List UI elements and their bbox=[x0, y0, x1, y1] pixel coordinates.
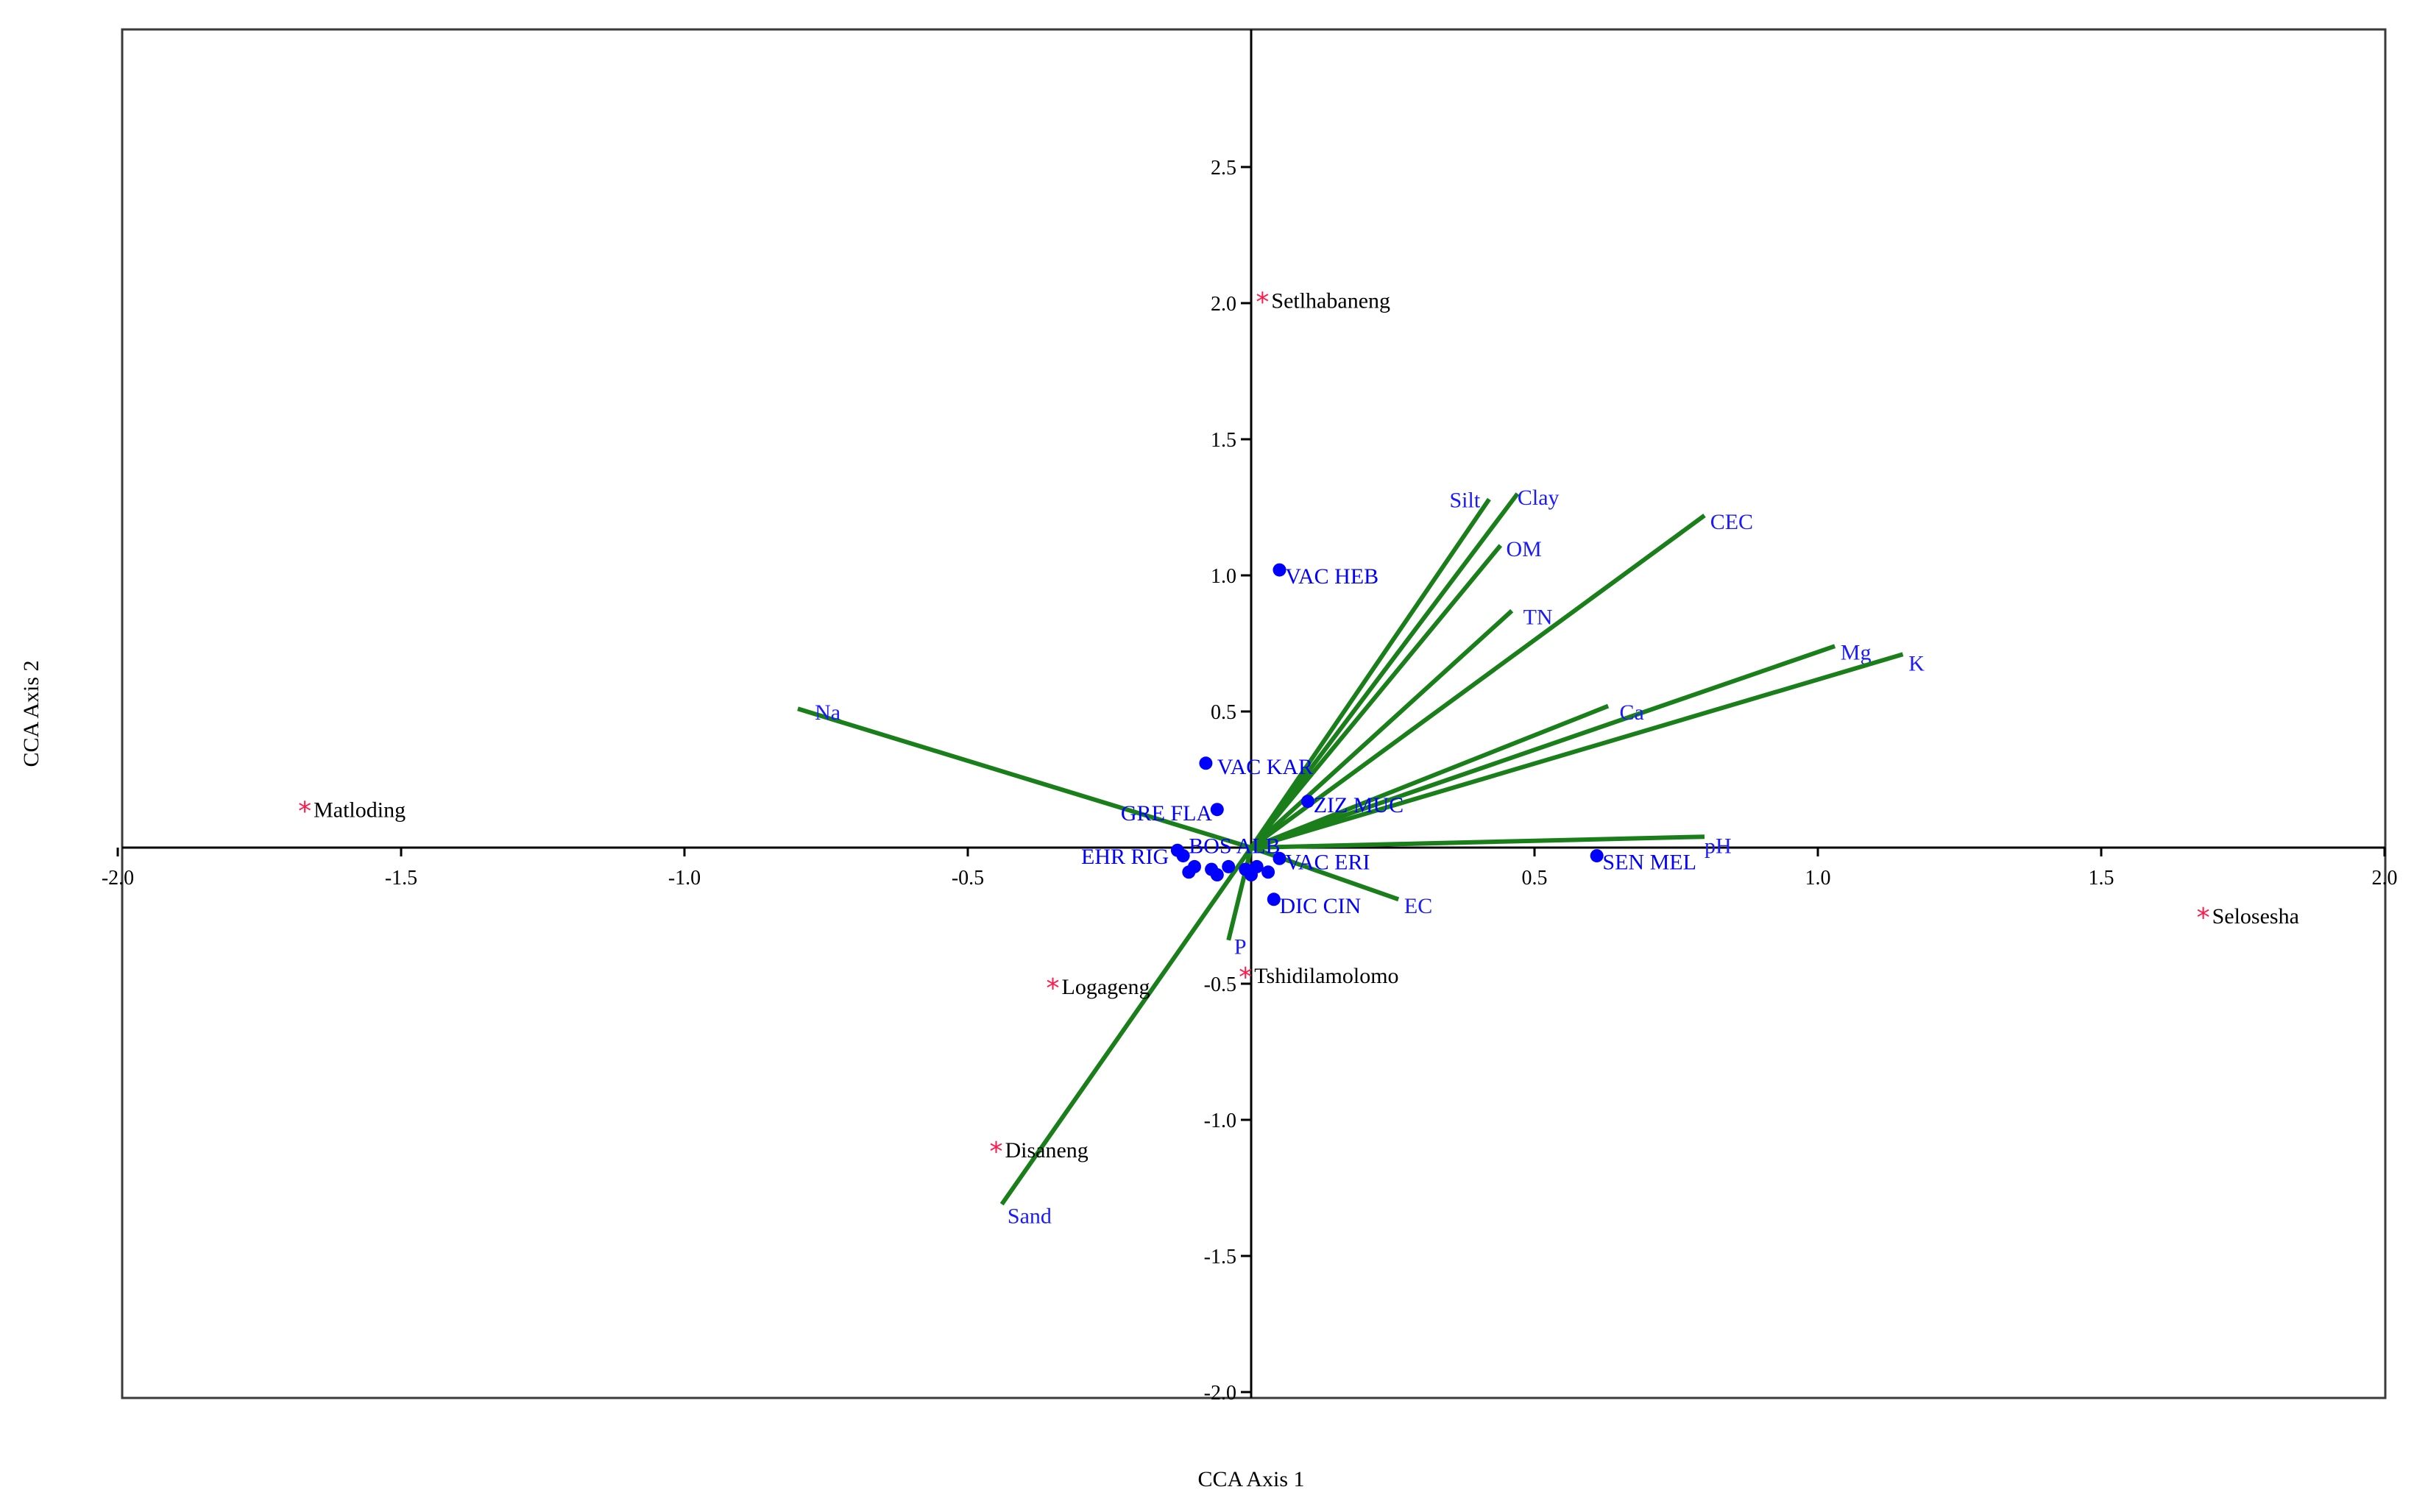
vector-label-ph: pH bbox=[1705, 834, 1732, 858]
vector-label-silt: Silt bbox=[1450, 489, 1481, 513]
y-tick-label: 2.5 bbox=[1211, 157, 1236, 180]
vector-label-sand: Sand bbox=[1008, 1204, 1052, 1229]
species-label-dic-cin: DIC CIN bbox=[1280, 894, 1362, 918]
y-tick-label: 0.5 bbox=[1211, 701, 1236, 724]
axes: -2.0 -1.5 -1.0 -0.5 0.5 1.0 1.5 2.0 2.5 2.0 1.5 1.0… bbox=[102, 29, 2398, 1405]
site-label-setlhabaneng: Setlhabaneng bbox=[1271, 289, 1390, 313]
y-tick-label: 2.0 bbox=[1211, 293, 1236, 316]
vector-label-om: OM bbox=[1507, 537, 1542, 561]
vector-silt bbox=[1249, 497, 1491, 849]
vector-label-k: K bbox=[1908, 652, 1925, 676]
y-tick-label: 1.5 bbox=[1211, 429, 1236, 452]
vector-label-mg: Mg bbox=[1841, 641, 1872, 665]
y-tick-label: -1.0 bbox=[1204, 1110, 1236, 1132]
site-marker-matloding: * bbox=[298, 797, 311, 827]
site-label-matloding: Matloding bbox=[314, 798, 406, 823]
vector-om bbox=[1249, 544, 1503, 849]
species-label-vac-heb: VAC HEB bbox=[1285, 564, 1378, 589]
vector-na bbox=[797, 706, 1252, 850]
vector-mg bbox=[1250, 644, 1836, 850]
species-cluster-point bbox=[1222, 859, 1236, 873]
x-tick-label: -0.5 bbox=[952, 867, 984, 890]
species-point-sen-mel bbox=[1590, 849, 1604, 863]
species-cluster-point bbox=[1210, 868, 1224, 881]
x-tick-label: 1.0 bbox=[1805, 867, 1831, 890]
vector-tn bbox=[1249, 608, 1514, 850]
species-label-sen-mel: SEN MEL bbox=[1602, 851, 1696, 875]
x-tick-label: 2.0 bbox=[2372, 867, 2398, 890]
y-axis-title: CCA Axis 2 bbox=[19, 660, 43, 767]
site-label-disaneng: Disaneng bbox=[1005, 1138, 1089, 1163]
vector-label-tn: TN bbox=[1523, 606, 1553, 630]
y-tick-label: 1.0 bbox=[1211, 565, 1236, 588]
species-point-bos-alb bbox=[1176, 849, 1190, 863]
environmental-vectors: Na Silt Clay OM TN CEC Mg K Ca pH EC P Sand bbox=[797, 486, 1925, 1229]
site-label-logageng: Logageng bbox=[1062, 975, 1150, 999]
vector-ph bbox=[1250, 834, 1705, 850]
vector-clay bbox=[1249, 492, 1520, 849]
y-tick-label: -0.5 bbox=[1204, 973, 1236, 996]
vector-p bbox=[1226, 847, 1253, 941]
species-cluster-point bbox=[1245, 868, 1258, 881]
vector-k bbox=[1250, 652, 1904, 850]
vector-ca bbox=[1250, 703, 1610, 850]
vector-label-ec: EC bbox=[1404, 894, 1432, 918]
species-label-gre-fla: GRE FLA bbox=[1121, 801, 1213, 826]
x-tick-label: 1.5 bbox=[2089, 867, 2114, 890]
species-cluster-point bbox=[1261, 865, 1275, 879]
species-label-ehr-rig: EHR RIG bbox=[1081, 845, 1169, 869]
species-point-dic-cin bbox=[1267, 892, 1281, 906]
y-tick-label: -2.0 bbox=[1204, 1382, 1236, 1405]
species-label-bos-alb: BOS ALB bbox=[1189, 834, 1280, 858]
site-label-tshidilamolomo: Tshidilamolomo bbox=[1254, 964, 1398, 988]
vector-cec bbox=[1250, 514, 1706, 850]
species-label-vac-kar: VAC KAR bbox=[1217, 755, 1313, 779]
vector-label-ca: Ca bbox=[1620, 700, 1644, 725]
species-point-vac-kar bbox=[1199, 756, 1213, 770]
x-axis-title: CCA Axis 1 bbox=[1197, 1467, 1304, 1491]
x-tick-label: -1.5 bbox=[385, 867, 417, 890]
site-marker-tshidilamolomo: * bbox=[1239, 962, 1252, 993]
species-point-vac-eri bbox=[1273, 851, 1286, 865]
x-tick-label: -1.0 bbox=[668, 867, 701, 890]
x-tick-label: 0.5 bbox=[1522, 867, 1548, 890]
site-points: * Setlhabaneng* Matloding* Selosesha* Tshidi… bbox=[298, 288, 2299, 1167]
species-point-ziz-muc bbox=[1301, 795, 1314, 809]
vector-label-clay: Clay bbox=[1518, 486, 1560, 510]
site-marker-setlhabaneng: * bbox=[1256, 288, 1269, 318]
plot-frame bbox=[121, 28, 2387, 1399]
species-label-vac-eri: VAC ERI bbox=[1285, 851, 1370, 875]
vector-sand bbox=[999, 846, 1253, 1206]
site-label-selosesha: Selosesha bbox=[2212, 904, 2299, 929]
site-marker-logageng: * bbox=[1047, 973, 1060, 1004]
vector-label-cec: CEC bbox=[1710, 510, 1753, 534]
species-point-vac-heb bbox=[1273, 563, 1286, 577]
species-cluster-point bbox=[1182, 865, 1196, 879]
species-label-ziz-muc: ZIZ MUC bbox=[1314, 793, 1404, 817]
y-tick-label: -1.5 bbox=[1204, 1246, 1236, 1268]
vector-label-p: P bbox=[1234, 934, 1247, 959]
vector-label-na: Na bbox=[815, 700, 840, 725]
x-tick-label: -2.0 bbox=[102, 867, 134, 890]
species-point-gre-fla bbox=[1210, 803, 1224, 817]
site-marker-selosesha: * bbox=[2197, 903, 2210, 933]
site-marker-disaneng: * bbox=[990, 1137, 1003, 1167]
